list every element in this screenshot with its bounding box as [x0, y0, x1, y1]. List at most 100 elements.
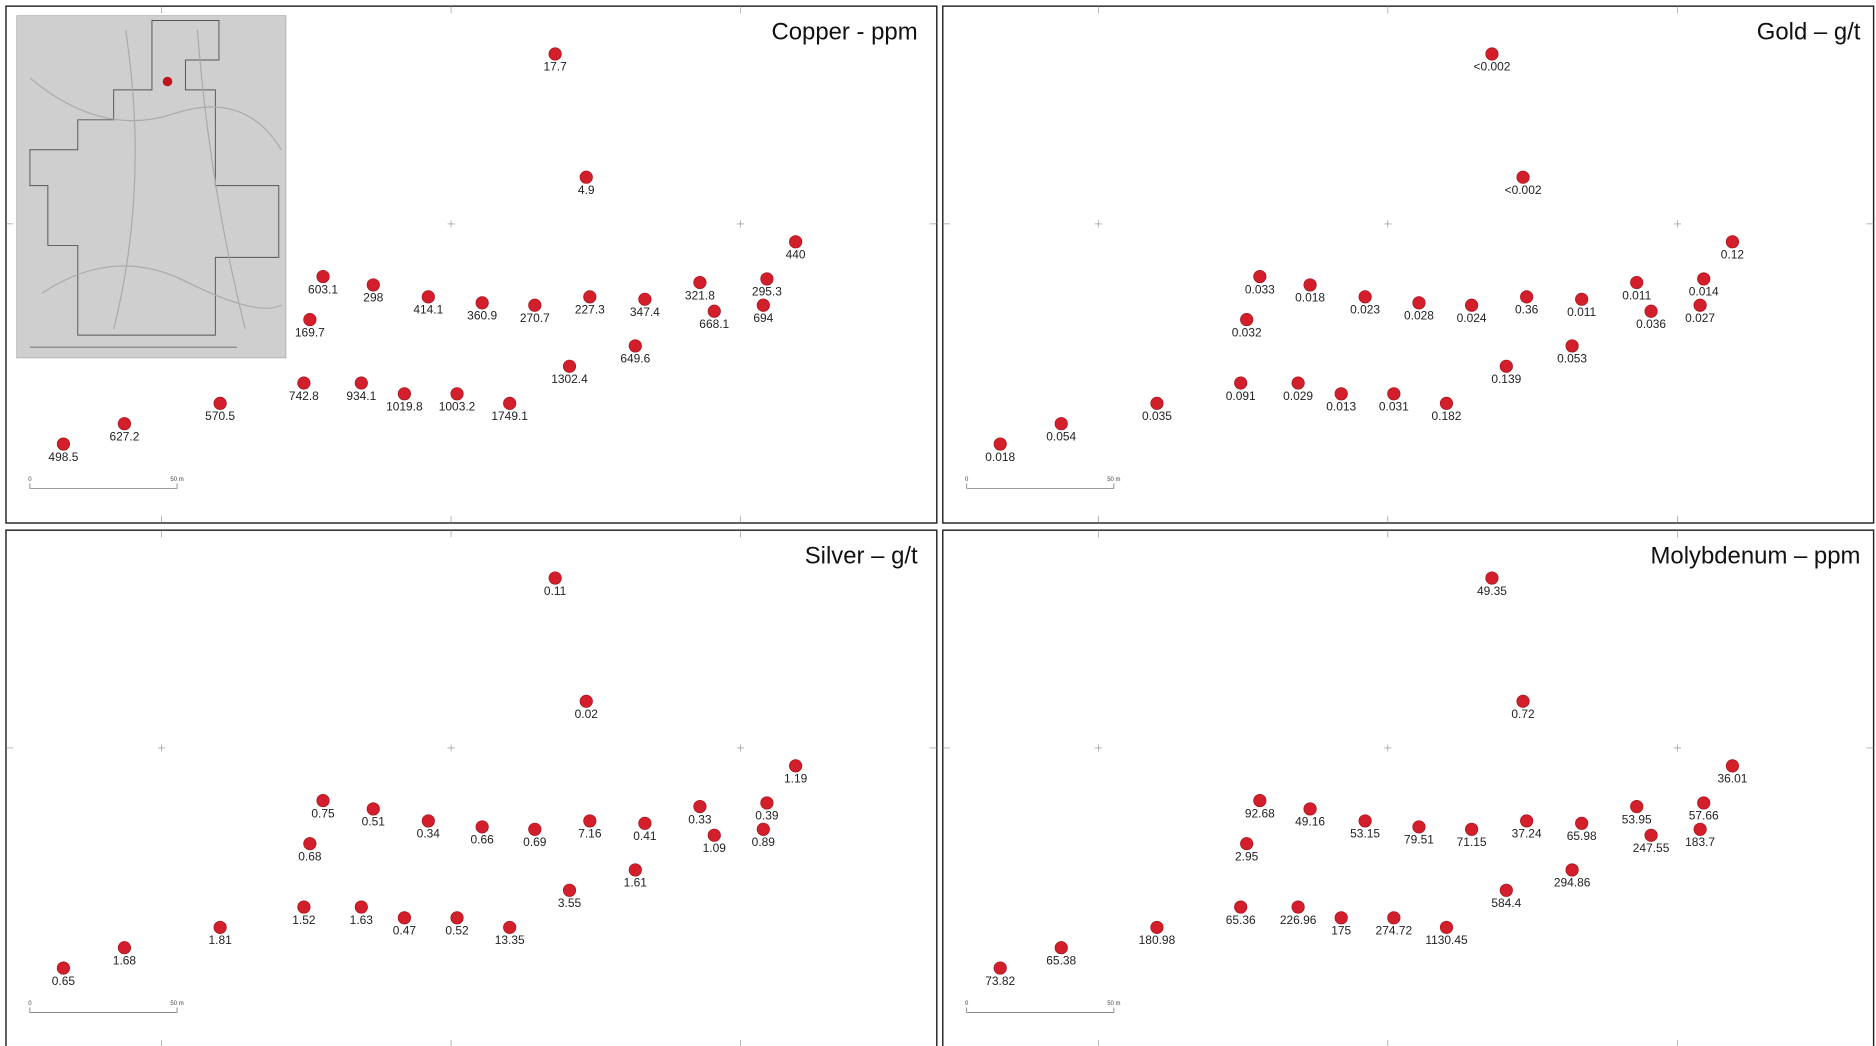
sample-point — [1413, 821, 1425, 833]
sample-point — [451, 912, 463, 924]
sample-label: 321.8 — [685, 288, 715, 302]
sample-point — [639, 293, 651, 305]
panel-frame — [943, 530, 1874, 1046]
sample-point — [1465, 823, 1477, 835]
sample-point — [1500, 360, 1512, 372]
sample-label: 0.12 — [1721, 248, 1745, 262]
sample-point — [1465, 299, 1477, 311]
sample-label: 92.68 — [1245, 806, 1275, 820]
sample-point — [563, 884, 575, 896]
sample-label: 498.5 — [48, 450, 78, 464]
map-panel: 050 mGold – g/t<0.002<0.0020.120.0330.01… — [943, 6, 1874, 523]
sample-label: 17.7 — [544, 60, 568, 74]
panel-title: Copper - ppm — [771, 19, 917, 46]
sample-label: 1.19 — [784, 772, 808, 786]
sample-point — [1240, 837, 1252, 849]
sample-point — [584, 815, 596, 827]
sample-label: 13.35 — [495, 933, 525, 947]
sample-label: 934.1 — [346, 389, 376, 403]
sample-point — [1486, 572, 1498, 584]
scale-label: 50 m — [170, 477, 183, 483]
sample-point — [118, 417, 130, 429]
sample-point — [1440, 397, 1452, 409]
sample-label: 0.091 — [1226, 389, 1256, 403]
sample-label: 694 — [753, 311, 773, 325]
inset-site — [163, 77, 173, 87]
sample-point — [789, 236, 801, 248]
sample-label: 0.035 — [1142, 409, 1172, 423]
sample-label: 3.55 — [558, 896, 582, 910]
sample-point — [422, 815, 434, 827]
sample-label: 0.013 — [1326, 400, 1356, 414]
scale-label: 50 m — [1107, 1001, 1120, 1007]
sample-label: 0.39 — [755, 809, 779, 823]
sample-point — [529, 299, 541, 311]
sample-point — [563, 360, 575, 372]
sample-point — [1697, 273, 1709, 285]
sample-label: 360.9 — [467, 309, 497, 323]
sample-label: 295.3 — [752, 285, 782, 299]
sample-point — [57, 962, 69, 974]
sample-point — [1630, 276, 1642, 288]
sample-point — [761, 797, 773, 809]
sample-label: 1.68 — [113, 953, 137, 967]
sample-point — [1645, 305, 1657, 317]
sample-label: 570.5 — [205, 409, 235, 423]
sample-label: 1.63 — [350, 913, 374, 927]
sample-point — [1520, 815, 1532, 827]
sample-label: 0.33 — [688, 812, 712, 826]
sample-label: 1302.4 — [551, 372, 588, 386]
sample-point — [580, 695, 592, 707]
map-panel: 050 mMolybdenum – ppm49.350.7236.0192.68… — [943, 530, 1874, 1046]
sample-point — [694, 800, 706, 812]
sample-point — [1575, 817, 1587, 829]
sample-point — [1575, 293, 1587, 305]
sample-point — [1151, 397, 1163, 409]
sample-label: 0.036 — [1636, 317, 1666, 331]
sample-point — [639, 817, 651, 829]
sample-label: 0.032 — [1232, 325, 1262, 339]
sample-point — [214, 921, 226, 933]
sample-label: 0.024 — [1457, 311, 1487, 325]
sample-point — [1359, 291, 1371, 303]
sample-point — [398, 388, 410, 400]
panel-title: Molybdenum – ppm — [1650, 543, 1860, 570]
sample-label: 0.69 — [523, 835, 547, 849]
scale-label: 50 m — [1107, 477, 1120, 483]
sample-point — [529, 823, 541, 835]
sample-point — [214, 397, 226, 409]
sample-label: 1019.8 — [386, 400, 423, 414]
sample-label: 0.014 — [1689, 285, 1719, 299]
sample-label: 0.018 — [985, 450, 1015, 464]
sample-label: 0.029 — [1283, 389, 1313, 403]
sample-point — [57, 438, 69, 450]
sample-point — [994, 962, 1006, 974]
sample-label: 1130.45 — [1425, 933, 1468, 947]
sample-point — [584, 291, 596, 303]
sample-label: 298 — [363, 291, 383, 305]
sample-label: 180.98 — [1139, 933, 1176, 947]
sample-point — [757, 823, 769, 835]
sample-label: 584.4 — [1491, 896, 1521, 910]
sample-label: 0.52 — [445, 924, 469, 938]
sample-point — [1645, 829, 1657, 841]
sample-label: 53.95 — [1622, 812, 1652, 826]
sample-label: 227.3 — [575, 303, 605, 317]
sample-point — [629, 864, 641, 876]
sample-label: 0.02 — [575, 707, 599, 721]
sample-point — [398, 912, 410, 924]
sample-label: 57.66 — [1689, 809, 1719, 823]
sample-point — [451, 388, 463, 400]
sample-label: 175 — [1331, 924, 1351, 938]
sample-label: 0.51 — [362, 815, 386, 829]
sample-point — [1388, 388, 1400, 400]
sample-point — [1694, 299, 1706, 311]
sample-label: 0.027 — [1685, 311, 1715, 325]
sample-label: 183.7 — [1685, 835, 1715, 849]
sample-label: 668.1 — [699, 317, 729, 331]
sample-label: 742.8 — [289, 389, 319, 403]
sample-point — [1413, 297, 1425, 309]
panel-frame — [943, 6, 1874, 523]
sample-point — [1486, 48, 1498, 60]
sample-point — [1240, 313, 1252, 325]
